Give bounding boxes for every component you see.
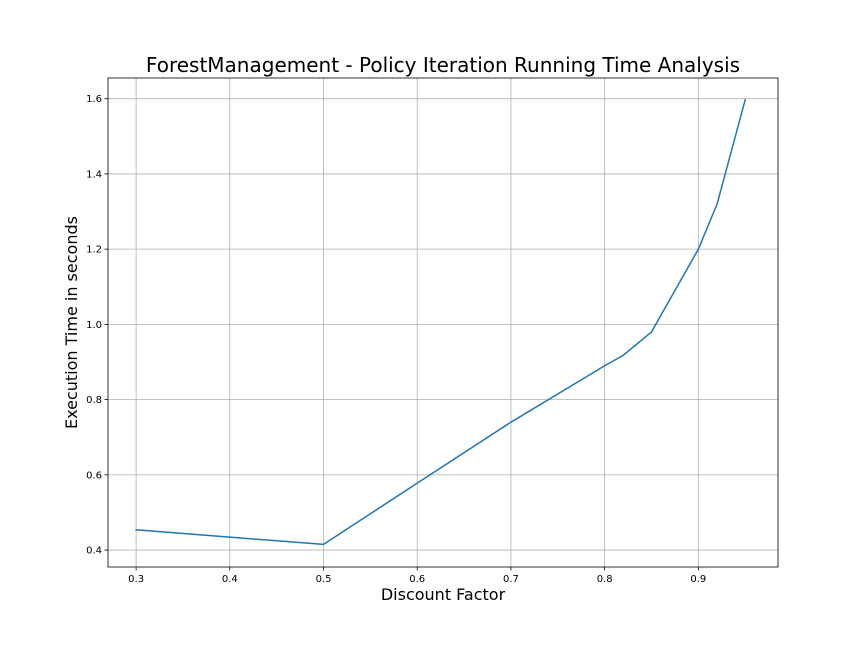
grid [108, 78, 778, 567]
y-tick-label: 1.6 [86, 94, 102, 105]
y-tick-label: 1.4 [86, 169, 102, 180]
x-tick-label: 0.6 [409, 574, 425, 585]
plot-frame [107, 77, 779, 568]
x-tick-label: 0.8 [597, 574, 613, 585]
x-tick-label: 0.9 [690, 574, 706, 585]
y-tick-label: 0.8 [86, 395, 102, 406]
series-layer [135, 98, 747, 546]
chart-title: ForestManagement - Policy Iteration Runn… [146, 53, 740, 77]
x-tick-label: 0.4 [222, 574, 238, 585]
y-axis-label: Execution Time in seconds [62, 216, 81, 429]
y-tick-label: 0.6 [86, 470, 102, 481]
x-tick-label: 0.5 [316, 574, 332, 585]
y-tick-label: 1.0 [86, 320, 102, 331]
x-axis-label: Discount Factor [381, 585, 506, 604]
x-tick-label: 0.7 [503, 574, 519, 585]
x-axis-ticks: 0.3 0.4 0.5 0.6 0.7 0.8 0.9 [128, 567, 706, 585]
x-tick-label: 0.3 [128, 574, 144, 585]
series-line [135, 98, 747, 546]
y-tick-label: 1.2 [86, 245, 102, 256]
y-tick-label: 0.4 [86, 546, 102, 557]
y-axis-ticks: 0.4 0.6 0.8 1.0 1.2 1.4 1.6 [86, 94, 108, 557]
